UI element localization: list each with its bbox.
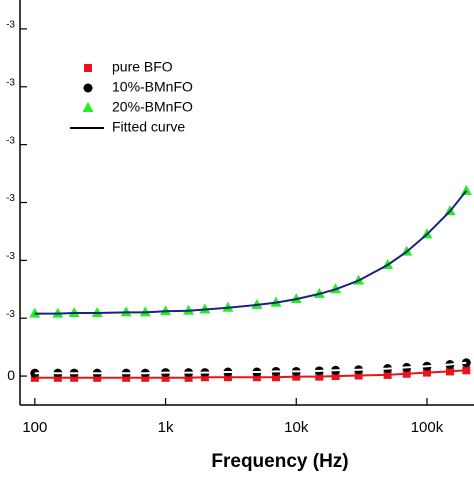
fitted-curve <box>34 369 467 379</box>
legend-marker <box>82 102 94 112</box>
data-point <box>160 305 172 316</box>
y-tick-label: 0 <box>7 367 15 383</box>
legend-label: Fitted curve <box>112 119 185 135</box>
y-tick-label: -3 <box>6 77 15 88</box>
x-tick-label: 100 <box>22 419 47 436</box>
data-point <box>462 366 471 375</box>
x-tick-label: 100k <box>411 419 444 436</box>
fitted-curve <box>34 190 468 315</box>
data-point <box>29 307 41 318</box>
fitted-curve <box>34 361 467 375</box>
y-tick-label: -3 <box>6 251 15 262</box>
data-point <box>460 184 472 195</box>
x-tick-label: 1k <box>158 419 174 436</box>
y-tick-label: -3 <box>6 193 15 204</box>
x-axis-label: Frequency (Hz) <box>211 451 348 472</box>
y-tick-label: -3 <box>6 20 15 31</box>
legend-marker <box>83 83 93 93</box>
y-tick-label: -3 <box>6 309 15 320</box>
x-tick-label: 10k <box>284 419 309 436</box>
legend-label: 10%-BMnFO <box>112 79 193 95</box>
y-tick-label: -3 <box>6 135 15 146</box>
data-point <box>461 358 471 368</box>
legend-label: pure BFO <box>112 59 173 75</box>
legend-marker <box>84 64 92 72</box>
data-point <box>183 304 195 315</box>
legend-label: 20%-BMnFO <box>112 99 193 115</box>
data-point <box>52 307 64 318</box>
